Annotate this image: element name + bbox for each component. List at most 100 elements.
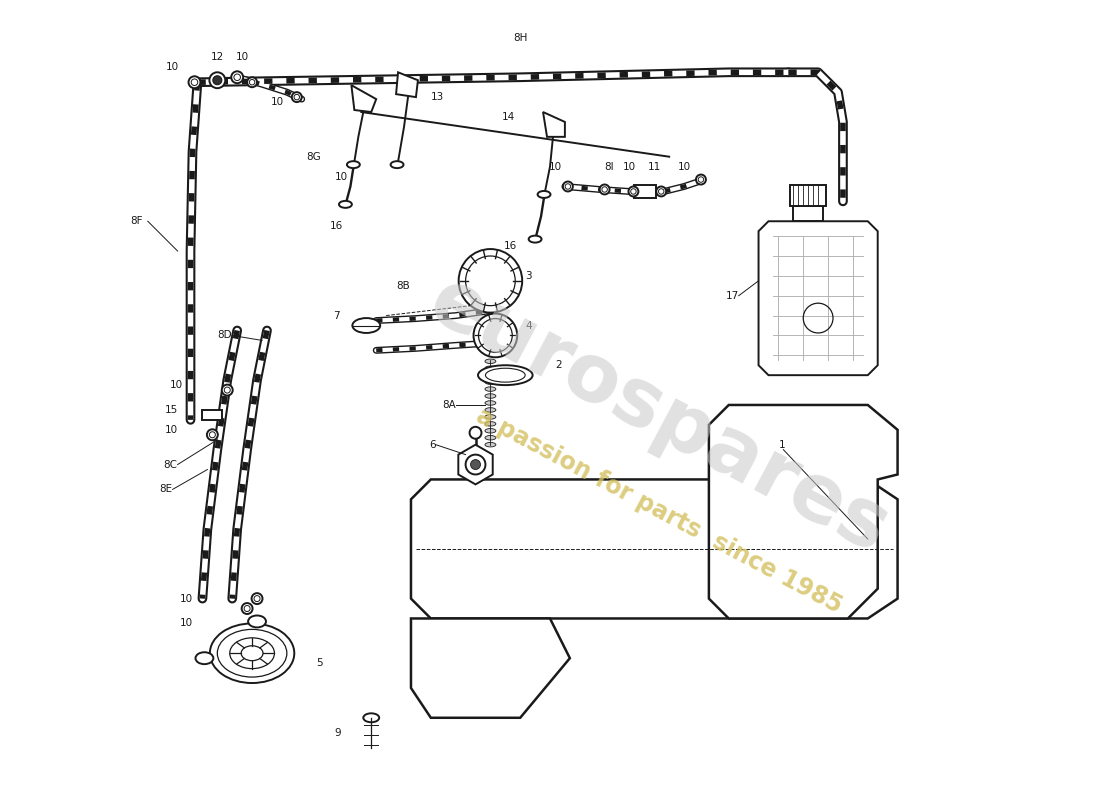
Text: 10: 10 bbox=[166, 62, 179, 72]
Polygon shape bbox=[759, 222, 878, 375]
Circle shape bbox=[231, 71, 243, 83]
Text: 10: 10 bbox=[235, 52, 249, 62]
Text: 10: 10 bbox=[549, 162, 561, 172]
Text: 10: 10 bbox=[169, 380, 183, 390]
Polygon shape bbox=[411, 479, 898, 618]
Ellipse shape bbox=[485, 387, 496, 391]
Ellipse shape bbox=[485, 429, 496, 433]
Text: 10: 10 bbox=[678, 162, 691, 172]
Text: 11: 11 bbox=[648, 162, 661, 172]
Ellipse shape bbox=[485, 394, 496, 398]
Ellipse shape bbox=[196, 652, 213, 664]
Circle shape bbox=[248, 78, 257, 87]
Text: 10: 10 bbox=[334, 171, 348, 182]
Polygon shape bbox=[396, 72, 418, 97]
Circle shape bbox=[659, 189, 664, 194]
Circle shape bbox=[600, 185, 609, 194]
Bar bbox=[790, 185, 826, 206]
Text: 10: 10 bbox=[165, 425, 177, 434]
Text: 8E: 8E bbox=[160, 484, 173, 494]
Ellipse shape bbox=[485, 366, 496, 370]
Text: eurospares: eurospares bbox=[416, 262, 902, 570]
Text: 10: 10 bbox=[179, 594, 192, 604]
Ellipse shape bbox=[346, 161, 360, 168]
Text: 8I: 8I bbox=[605, 162, 614, 172]
Circle shape bbox=[563, 182, 573, 191]
Bar bbox=[202, 410, 222, 420]
Text: a passion for parts  since 1985: a passion for parts since 1985 bbox=[472, 404, 846, 618]
Circle shape bbox=[209, 432, 216, 438]
Ellipse shape bbox=[390, 161, 404, 168]
Text: 8A: 8A bbox=[442, 400, 455, 410]
Ellipse shape bbox=[485, 414, 496, 419]
Ellipse shape bbox=[529, 236, 541, 242]
Circle shape bbox=[602, 186, 607, 192]
Text: 7: 7 bbox=[333, 310, 340, 321]
Text: 2: 2 bbox=[556, 360, 562, 370]
Circle shape bbox=[244, 606, 250, 611]
Circle shape bbox=[630, 189, 636, 194]
Circle shape bbox=[224, 387, 230, 393]
Circle shape bbox=[213, 76, 222, 85]
Text: 15: 15 bbox=[164, 405, 177, 415]
Ellipse shape bbox=[485, 373, 496, 378]
Text: 12: 12 bbox=[211, 52, 224, 62]
Text: 4: 4 bbox=[525, 321, 531, 330]
Circle shape bbox=[696, 174, 706, 185]
Text: 10: 10 bbox=[271, 97, 284, 107]
Ellipse shape bbox=[538, 191, 550, 198]
Ellipse shape bbox=[352, 318, 381, 333]
Bar bbox=[793, 206, 823, 222]
Text: 10: 10 bbox=[623, 162, 636, 172]
Circle shape bbox=[657, 186, 667, 197]
Circle shape bbox=[207, 430, 218, 440]
Ellipse shape bbox=[485, 401, 496, 406]
Text: 8G: 8G bbox=[307, 152, 321, 162]
Circle shape bbox=[465, 454, 485, 474]
Ellipse shape bbox=[210, 623, 295, 683]
Ellipse shape bbox=[485, 435, 496, 440]
Ellipse shape bbox=[485, 359, 496, 363]
Circle shape bbox=[294, 94, 299, 100]
Ellipse shape bbox=[485, 442, 496, 447]
Polygon shape bbox=[351, 86, 376, 112]
Circle shape bbox=[222, 385, 233, 395]
Circle shape bbox=[209, 72, 226, 88]
Circle shape bbox=[698, 177, 704, 182]
Text: 14: 14 bbox=[502, 112, 515, 122]
Ellipse shape bbox=[485, 380, 496, 384]
Text: 6: 6 bbox=[429, 440, 436, 450]
Text: 3: 3 bbox=[525, 271, 531, 281]
Circle shape bbox=[252, 593, 263, 604]
Text: 8B: 8B bbox=[396, 281, 410, 290]
Text: 5: 5 bbox=[317, 658, 323, 668]
Polygon shape bbox=[543, 112, 565, 137]
Ellipse shape bbox=[339, 201, 352, 208]
Ellipse shape bbox=[485, 422, 496, 426]
Text: 9: 9 bbox=[334, 728, 341, 738]
Text: 17: 17 bbox=[725, 290, 739, 301]
Text: 8H: 8H bbox=[513, 33, 527, 42]
Text: 8F: 8F bbox=[130, 216, 143, 226]
Text: 8C: 8C bbox=[164, 459, 177, 470]
Ellipse shape bbox=[478, 366, 532, 385]
Text: 13: 13 bbox=[431, 92, 444, 102]
Ellipse shape bbox=[249, 615, 266, 627]
Circle shape bbox=[250, 79, 255, 85]
Ellipse shape bbox=[363, 714, 379, 722]
Text: 16: 16 bbox=[330, 222, 343, 231]
Text: 10: 10 bbox=[179, 618, 192, 629]
Bar bbox=[635, 185, 657, 198]
Circle shape bbox=[473, 314, 517, 358]
Circle shape bbox=[471, 459, 481, 470]
Ellipse shape bbox=[485, 408, 496, 412]
Circle shape bbox=[628, 186, 638, 197]
Circle shape bbox=[188, 76, 200, 88]
Polygon shape bbox=[459, 445, 493, 485]
Text: 1: 1 bbox=[779, 440, 785, 450]
Text: 8D: 8D bbox=[218, 330, 232, 341]
Circle shape bbox=[292, 92, 301, 102]
Circle shape bbox=[470, 427, 482, 438]
Circle shape bbox=[254, 596, 260, 602]
Circle shape bbox=[191, 79, 198, 86]
